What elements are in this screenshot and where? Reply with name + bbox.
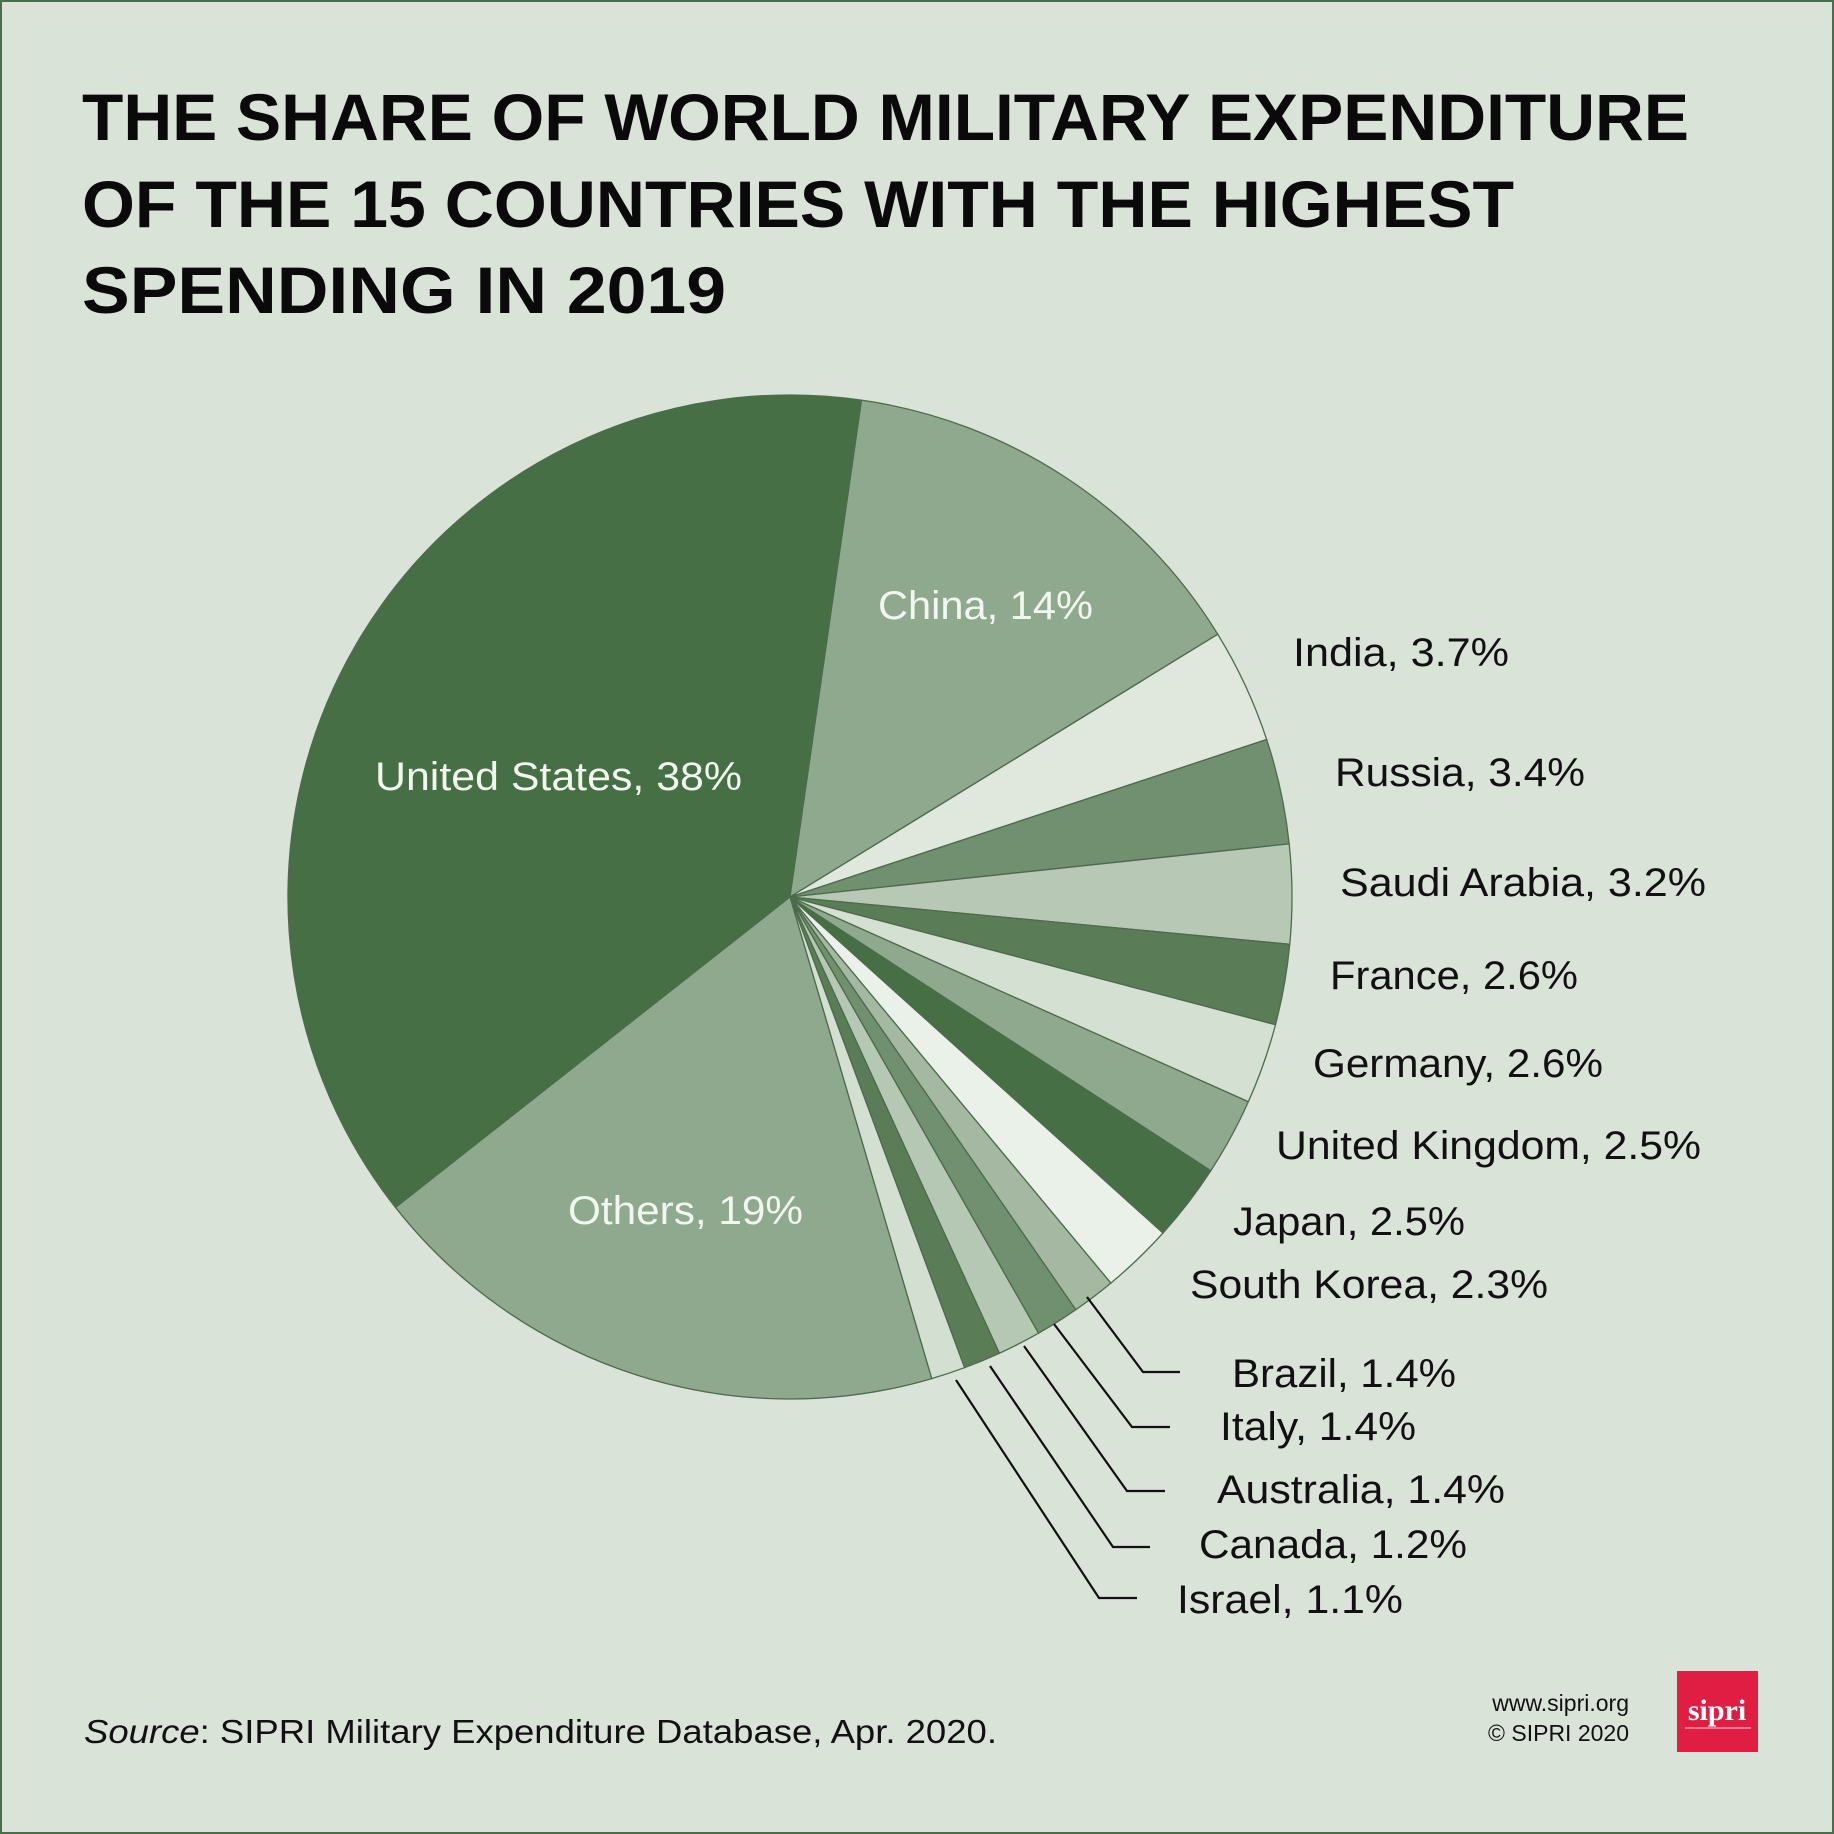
- slice-label-france: France, 2.6%: [1330, 954, 1578, 998]
- slice-label-others: Others, 19%: [568, 1189, 803, 1233]
- title-line-3: SPENDING IN 2019: [82, 253, 726, 327]
- pie-slices: [287, 394, 1293, 1400]
- pie-slice-china: [789, 399, 1219, 898]
- slice-label-japan: Japan, 2.5%: [1233, 1200, 1465, 1244]
- copyright-text: © SIPRI 2020: [1488, 1720, 1629, 1746]
- slice-label-india: India, 3.7%: [1293, 631, 1509, 675]
- pie-slice-united-states: [287, 394, 863, 1209]
- slice-label-brazil: Brazil, 1.4%: [1232, 1352, 1456, 1396]
- slice-labels: United States, 38% China, 14% India, 3.7% R…: [375, 584, 1706, 1622]
- slice-label-united-states: United States, 38%: [375, 755, 742, 799]
- pie-slice-others: [394, 896, 933, 1400]
- website-link[interactable]: www.sipri.org: [1491, 1690, 1629, 1716]
- leader-line-brazil: [1086, 1296, 1180, 1374]
- title-line-1: THE SHARE OF WORLD MILITARY EXPENDITURE: [82, 80, 1689, 154]
- slice-label-israel: Israel, 1.1%: [1177, 1578, 1403, 1622]
- leader-line-israel: [955, 1379, 1137, 1600]
- slice-label-saudi-arabia: Saudi Arabia, 3.2%: [1340, 861, 1706, 905]
- slice-label-australia: Australia, 1.4%: [1217, 1468, 1505, 1512]
- sipri-logo: sipri: [1677, 1671, 1758, 1752]
- leader-line-italy: [1053, 1323, 1170, 1429]
- leader-line-canada: [989, 1365, 1150, 1549]
- slice-label-china: China, 14%: [878, 584, 1093, 628]
- credits: www.sipri.org © SIPRI 2020: [1488, 1690, 1629, 1746]
- svg-text:Source: SIPRI Military Expendi: Source: SIPRI Military Expenditure Datab…: [84, 1713, 997, 1750]
- slice-label-united-kingdom: United Kingdom, 2.5%: [1276, 1124, 1701, 1168]
- slice-label-south-korea: South Korea, 2.3%: [1190, 1263, 1548, 1307]
- slice-label-italy: Italy, 1.4%: [1220, 1405, 1416, 1449]
- slice-label-russia: Russia, 3.4%: [1335, 751, 1585, 795]
- sipri-logo-text: sipri: [1688, 1694, 1746, 1727]
- source-text: : SIPRI Military Expenditure Database, A…: [200, 1713, 997, 1750]
- source-note: Source: SIPRI Military Expenditure Datab…: [84, 1713, 997, 1750]
- slice-label-germany: Germany, 2.6%: [1313, 1042, 1603, 1086]
- slice-label-canada: Canada, 1.2%: [1199, 1523, 1467, 1567]
- sipri-logo-box: [1677, 1671, 1758, 1752]
- leader-lines: [955, 1296, 1180, 1600]
- leader-line-australia: [1023, 1345, 1165, 1493]
- source-prefix: Source: [84, 1713, 200, 1750]
- chart-title: THE SHARE OF WORLD MILITARY EXPENDITURE …: [82, 80, 1689, 327]
- title-line-2: OF THE 15 COUNTRIES WITH THE HIGHEST: [82, 167, 1514, 241]
